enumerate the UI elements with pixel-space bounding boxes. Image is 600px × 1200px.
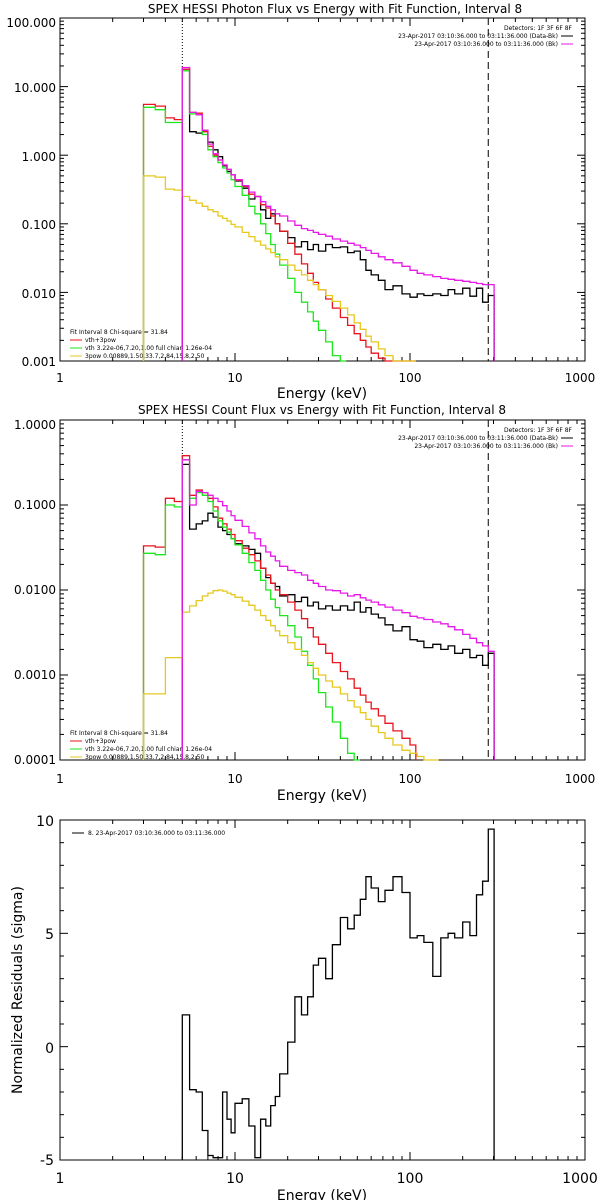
count-flux-legend-top-right: Detectors: 1F 3F 6F 8F 23-Apr-2017 03:10…	[398, 427, 573, 450]
series-line-magenta	[181, 66, 495, 361]
photon-flux-title: SPEX HESSI Photon Flux vs Energy with Fi…	[148, 2, 522, 16]
legend-entry-vth: vth 3.22e-06,7.20,1.00 full chian 1.26e-…	[85, 345, 212, 352]
photon-y-tick-label: 100.000	[6, 16, 56, 30]
series-line-black	[181, 828, 495, 1160]
photon-y-tick-label: 0.100	[22, 218, 56, 232]
residuals-legend: 8. 23-Apr-2017 03:10:36.000 to 03:11:36.…	[72, 830, 225, 837]
series-line-yellow	[142, 175, 416, 362]
photon-flux-y-ticks: 100.000 10.000 1.000 0.100 0.010 0.001	[6, 16, 56, 369]
count-y-tick-label: 0.0100	[14, 583, 56, 597]
photon-y-tick-label: 10.000	[14, 81, 56, 95]
detectors-label: Detectors: 1F 3F 6F 8F	[504, 25, 573, 32]
series-line-black	[181, 68, 495, 361]
photon-flux-x-axis-label: Energy (keV)	[277, 386, 367, 402]
series-line-magenta	[181, 459, 495, 760]
count-x-tick-label: 1000	[565, 772, 596, 786]
residuals-x-tick-label: 100	[397, 1171, 424, 1187]
count-flux-x-ticks: 1 10 100 1000	[56, 772, 595, 786]
fit-interval-label: Fit Interval 8 Chi-square = 31.84	[70, 329, 168, 336]
residuals-x-tick-label: 10	[226, 1171, 244, 1187]
residuals-x-tick-label: 1	[56, 1171, 65, 1187]
count-flux-plot-frame	[59, 419, 586, 761]
legend-entry-bk: 23-Apr-2017 03:10:36.000 to 03:11:36.000…	[414, 41, 558, 48]
count-y-tick-label: 0.1000	[14, 498, 56, 512]
count-flux-y-ticks: 1.0000 0.1000 0.0100 0.0010 0.0001	[14, 418, 56, 767]
series-line-yellow	[142, 589, 439, 761]
count-flux-legend-bottom-left: Fit Interval 8 Chi-square = 31.84 vth+3p…	[70, 730, 212, 761]
legend-entry-vth3pow: vth+3pow	[85, 738, 116, 745]
photon-flux-panel: SPEX HESSI Photon Flux vs Energy with Fi…	[6, 2, 595, 402]
legend-entry-vth3pow: vth+3pow	[85, 337, 116, 344]
count-x-tick-label: 1	[56, 772, 64, 786]
photon-flux-legend-top-right: Detectors: 1F 3F 6F 8F 23-Apr-2017 03:10…	[398, 25, 573, 48]
count-flux-title: SPEX HESSI Count Flux vs Energy with Fit…	[138, 403, 506, 417]
legend-entry-data-bk: 23-Apr-2017 03:10:36.000 to 03:11:36.000…	[398, 435, 558, 442]
residuals-y-ticks: 10 5 0 -5	[36, 814, 54, 1169]
photon-flux-x-ticks: 1 10 100 1000	[56, 371, 595, 385]
residuals-x-axis-label: Energy (keV)	[277, 1188, 367, 1200]
residuals-panel: 10 5 0 -5 1 10 100 1000 Energy (keV) Nor…	[10, 814, 598, 1200]
photon-x-tick-label: 100	[399, 371, 422, 385]
count-x-tick-label: 10	[227, 772, 242, 786]
series-line-red	[142, 455, 417, 760]
residuals-y-tick-label: 0	[45, 1041, 54, 1057]
legend-entry-bk: 23-Apr-2017 03:10:36.000 to 03:11:36.000…	[414, 443, 558, 450]
residuals-x-tick-label: 1000	[562, 1171, 598, 1187]
residuals-x-ticks: 1 10 100 1000	[56, 1171, 598, 1187]
count-flux-x-axis-label: Energy (keV)	[277, 788, 367, 804]
legend-entry-3pow: 3pow 0.00889,1.50,33.7,2.84,15.8,2.50	[85, 353, 204, 360]
photon-y-tick-label: 0.001	[22, 355, 56, 369]
count-y-tick-label: 1.0000	[14, 418, 56, 432]
residuals-y-tick-label: -5	[40, 1153, 54, 1169]
series-line-black	[181, 463, 495, 760]
series-line-red	[142, 68, 416, 362]
fit-interval-label: Fit Interval 8 Chi-square = 31.84	[70, 730, 168, 737]
count-flux-series-group	[59, 420, 585, 761]
residuals-plot-frame	[59, 819, 586, 1161]
photon-x-tick-label: 1	[56, 371, 64, 385]
series-line-green	[142, 459, 361, 761]
photon-x-tick-label: 10	[227, 371, 242, 385]
count-flux-panel: SPEX HESSI Count Flux vs Energy with Fit…	[14, 403, 595, 804]
photon-flux-series-group	[59, 18, 585, 362]
residuals-series-group	[59, 819, 585, 1161]
legend-entry-data-bk: 23-Apr-2017 03:10:36.000 to 03:11:36.000…	[398, 33, 558, 40]
count-y-tick-label: 0.0010	[14, 668, 56, 682]
residuals-y-tick-label: 10	[36, 814, 54, 830]
legend-entry-vth: vth 3.22e-06,7.20,1.00 full chian 1.26e-…	[85, 746, 212, 753]
legend-entry-interval: 8. 23-Apr-2017 03:10:36.000 to 03:11:36.…	[88, 830, 225, 837]
residuals-y-tick-label: 5	[45, 927, 54, 943]
photon-y-tick-label: 0.010	[22, 287, 56, 301]
photon-flux-legend-bottom-left: Fit Interval 8 Chi-square = 31.84 vth+3p…	[70, 329, 212, 360]
residuals-y-axis-label: Normalized Residuals (sigma)	[10, 886, 26, 1094]
photon-y-tick-label: 1.000	[22, 150, 56, 164]
photon-x-tick-label: 1000	[565, 371, 596, 385]
count-y-tick-label: 0.0001	[14, 753, 56, 767]
detectors-label: Detectors: 1F 3F 6F 8F	[504, 427, 573, 434]
photon-flux-plot-frame	[59, 17, 586, 362]
series-line-green	[142, 70, 347, 362]
count-x-tick-label: 100	[399, 772, 422, 786]
legend-entry-3pow: 3pow 0.00889,1.50,33.7,2.84,15.8,2.50	[85, 754, 204, 761]
